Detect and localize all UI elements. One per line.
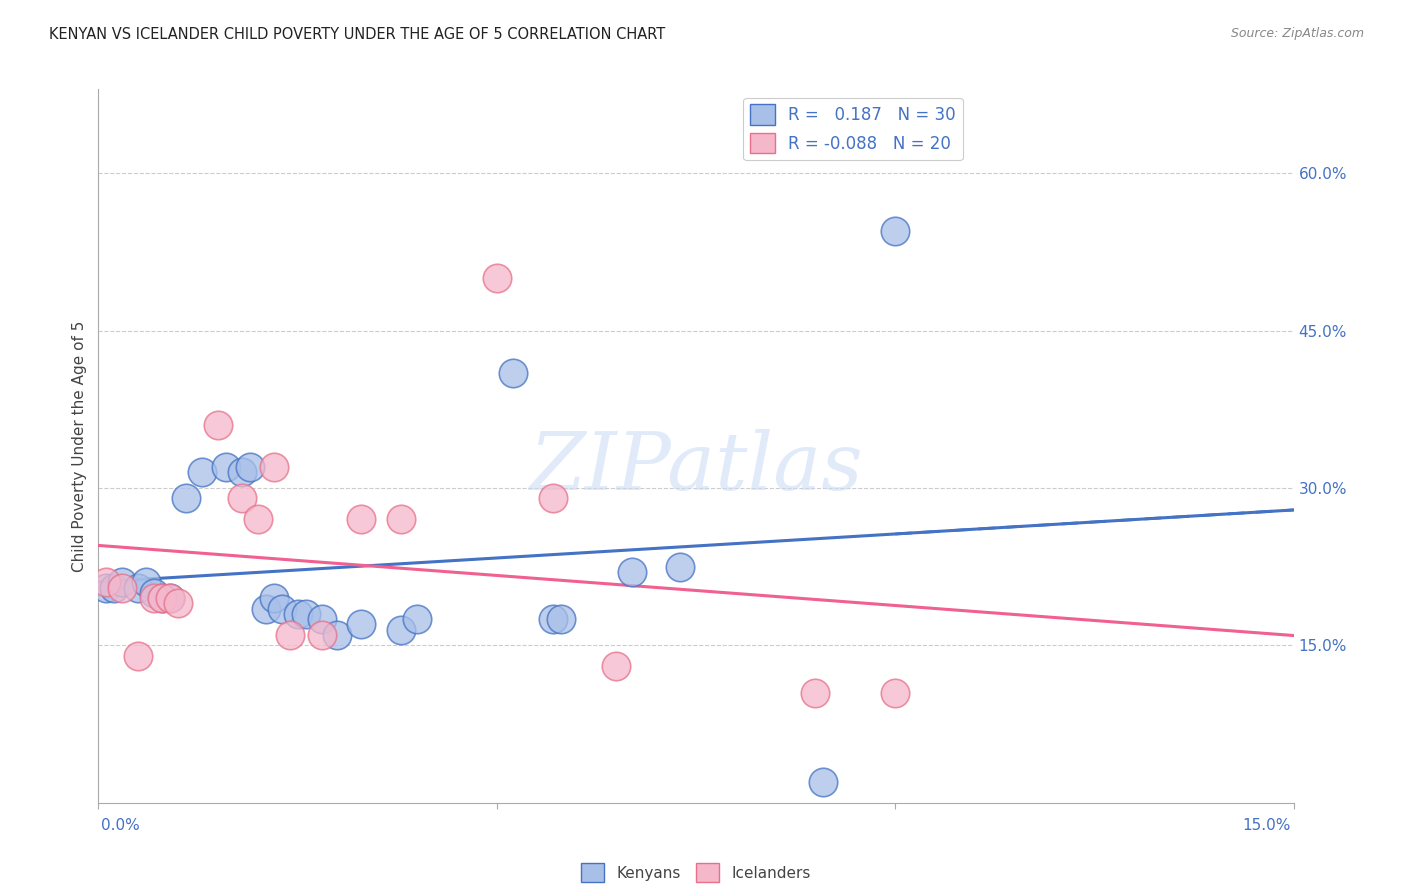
Point bbox=[278, 628, 301, 642]
Point bbox=[502, 366, 524, 380]
Point bbox=[167, 596, 190, 610]
Point bbox=[350, 512, 373, 526]
Point bbox=[389, 512, 412, 526]
Point bbox=[621, 565, 644, 579]
Point bbox=[143, 586, 166, 600]
Point bbox=[159, 591, 181, 606]
Point bbox=[254, 601, 277, 615]
Point bbox=[143, 591, 166, 606]
Text: ZIPatlas: ZIPatlas bbox=[529, 429, 863, 506]
Point bbox=[127, 648, 149, 663]
Point bbox=[311, 612, 333, 626]
Text: Source: ZipAtlas.com: Source: ZipAtlas.com bbox=[1230, 27, 1364, 40]
Point bbox=[174, 491, 197, 506]
Point bbox=[884, 224, 907, 238]
Legend: Kenyans, Icelanders: Kenyans, Icelanders bbox=[575, 857, 817, 888]
Point bbox=[541, 491, 564, 506]
Point bbox=[550, 612, 572, 626]
Point bbox=[150, 591, 173, 606]
Point bbox=[263, 460, 285, 475]
Point bbox=[326, 628, 349, 642]
Point bbox=[159, 591, 181, 606]
Y-axis label: Child Poverty Under the Age of 5: Child Poverty Under the Age of 5 bbox=[72, 320, 87, 572]
Point bbox=[127, 581, 149, 595]
Point bbox=[191, 465, 214, 479]
Point bbox=[813, 774, 835, 789]
Point bbox=[389, 623, 412, 637]
Point bbox=[270, 601, 292, 615]
Point bbox=[263, 591, 285, 606]
Text: KENYAN VS ICELANDER CHILD POVERTY UNDER THE AGE OF 5 CORRELATION CHART: KENYAN VS ICELANDER CHILD POVERTY UNDER … bbox=[49, 27, 665, 42]
Point bbox=[96, 581, 118, 595]
Point bbox=[239, 460, 262, 475]
Point bbox=[150, 591, 173, 606]
Point bbox=[485, 271, 508, 285]
Point bbox=[246, 512, 269, 526]
Point bbox=[541, 612, 564, 626]
Point bbox=[111, 575, 134, 590]
Point bbox=[294, 607, 316, 621]
Point bbox=[669, 559, 692, 574]
Point bbox=[884, 685, 907, 699]
Point bbox=[231, 491, 253, 506]
Point bbox=[215, 460, 238, 475]
Point bbox=[231, 465, 253, 479]
Point bbox=[111, 581, 134, 595]
Point bbox=[406, 612, 429, 626]
Point bbox=[350, 617, 373, 632]
Point bbox=[207, 417, 229, 432]
Text: 0.0%: 0.0% bbox=[101, 818, 141, 832]
Point bbox=[605, 659, 627, 673]
Point bbox=[103, 581, 125, 595]
Point bbox=[287, 607, 309, 621]
Point bbox=[96, 575, 118, 590]
Point bbox=[135, 575, 157, 590]
Point bbox=[311, 628, 333, 642]
Point bbox=[804, 685, 827, 699]
Text: 15.0%: 15.0% bbox=[1243, 818, 1291, 832]
